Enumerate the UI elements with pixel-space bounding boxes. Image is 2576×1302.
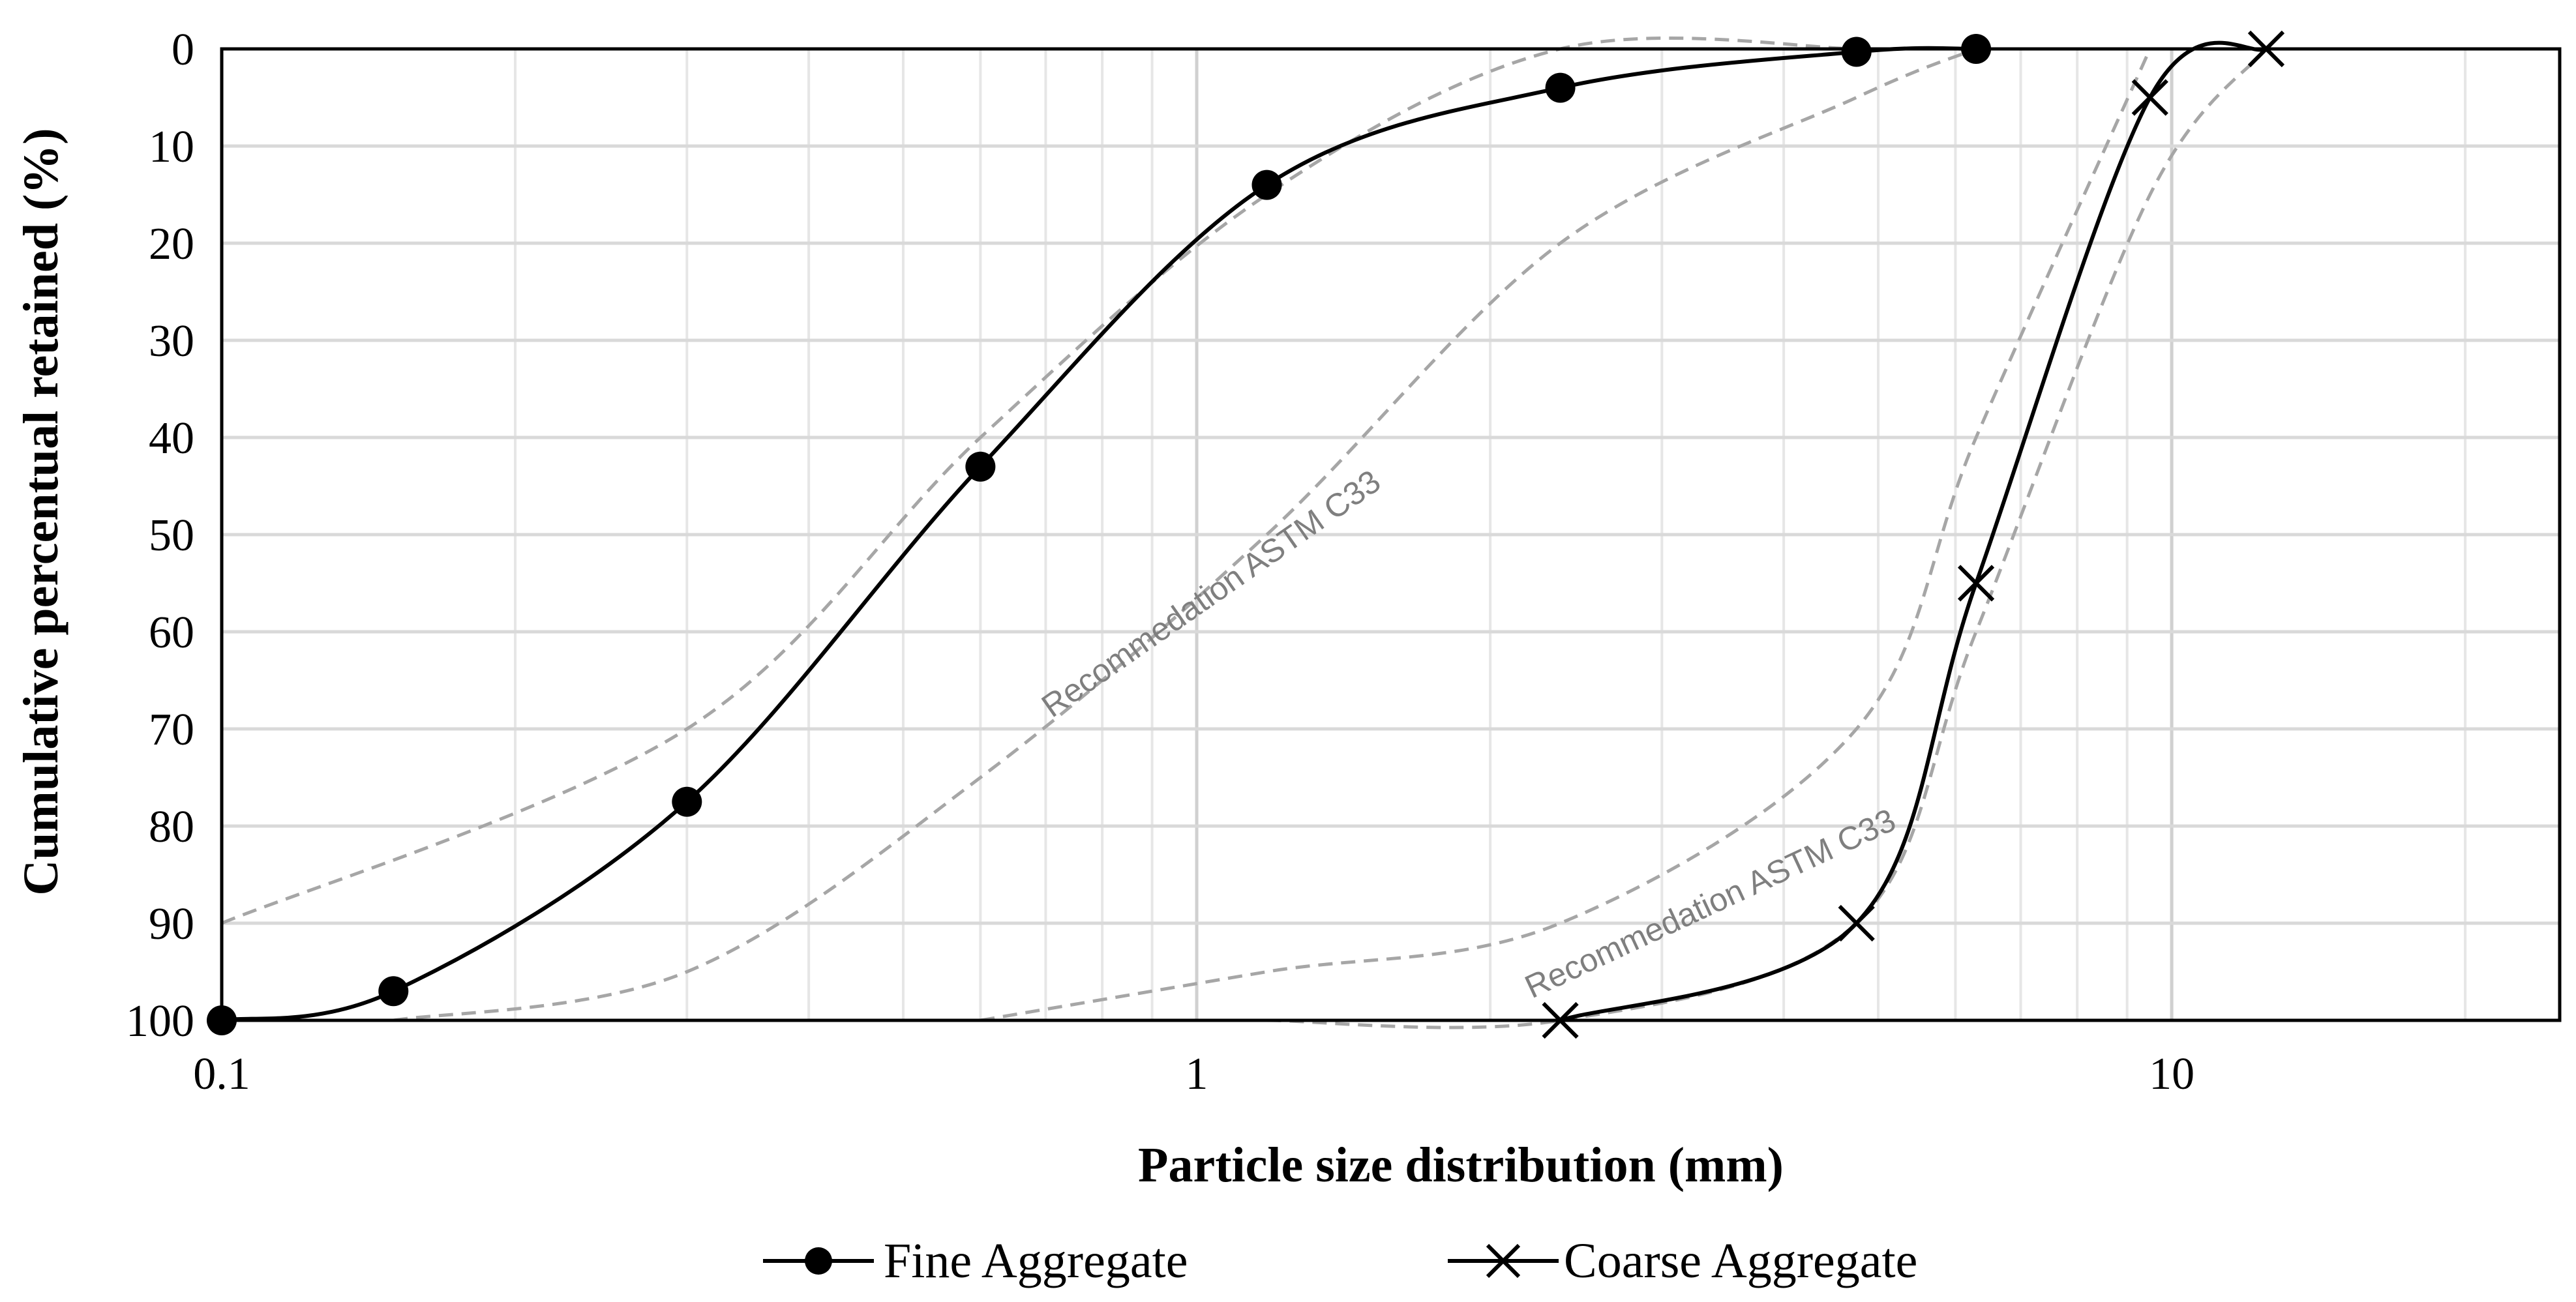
y-tick-label: 0	[172, 25, 194, 75]
y-tick-label: 50	[149, 510, 194, 561]
y-tick-label: 70	[149, 705, 194, 755]
fine-aggregate-point	[378, 976, 409, 1007]
legend-coarse-label: Coarse Aggregate	[1564, 1234, 1917, 1288]
fine-aggregate-point	[965, 451, 996, 482]
x-axis-title: Particle size distribution (mm)	[1138, 1138, 1784, 1192]
fine-aggregate-line	[221, 46, 1977, 1022]
fine-aggregate-point	[1251, 170, 1282, 200]
coarse-aggregate-point	[1957, 565, 1995, 602]
y-tick-label: 40	[149, 413, 194, 464]
plot-area-frame	[220, 47, 2562, 1022]
legend: Fine Aggregate Coarse Aggregate	[763, 1234, 1917, 1288]
fine-aggregate-point	[672, 786, 702, 817]
fine-astm-bound-curve	[221, 36, 1857, 925]
y-axis-title: Cumulative percentual retained (%)	[14, 128, 68, 895]
data-series	[207, 30, 2285, 1039]
coarse-aggregate-point	[2131, 79, 2168, 116]
coarse-astm-bound-curve	[1266, 48, 2268, 1029]
x-tick-label: 10	[2149, 1049, 2194, 1099]
y-tick-label: 20	[149, 219, 194, 269]
fine-aggregate-point	[1841, 37, 1872, 67]
y-tick-label: 60	[149, 608, 194, 658]
y-tick-label: 10	[149, 122, 194, 172]
astm-reference-bounds	[221, 36, 2268, 1029]
y-tick-label: 80	[149, 802, 194, 852]
y-tick-label: 90	[149, 899, 194, 949]
legend-fine-label: Fine Aggregate	[884, 1234, 1188, 1288]
y-tick-label: 100	[126, 996, 194, 1046]
x-tick-label: 0.1	[193, 1049, 250, 1099]
legend-fine-marker	[805, 1247, 832, 1275]
coarse-astm-bound-curve	[980, 48, 2152, 1022]
fine-aggregate-point	[1545, 72, 1576, 103]
legend-coarse-marker	[1486, 1243, 1521, 1279]
coarse-aggregate-point	[1838, 904, 1875, 942]
y-tick-label: 30	[149, 316, 194, 366]
x-tick-label: 1	[1186, 1049, 1208, 1099]
fine-astm-bound-curve	[393, 47, 1977, 1022]
